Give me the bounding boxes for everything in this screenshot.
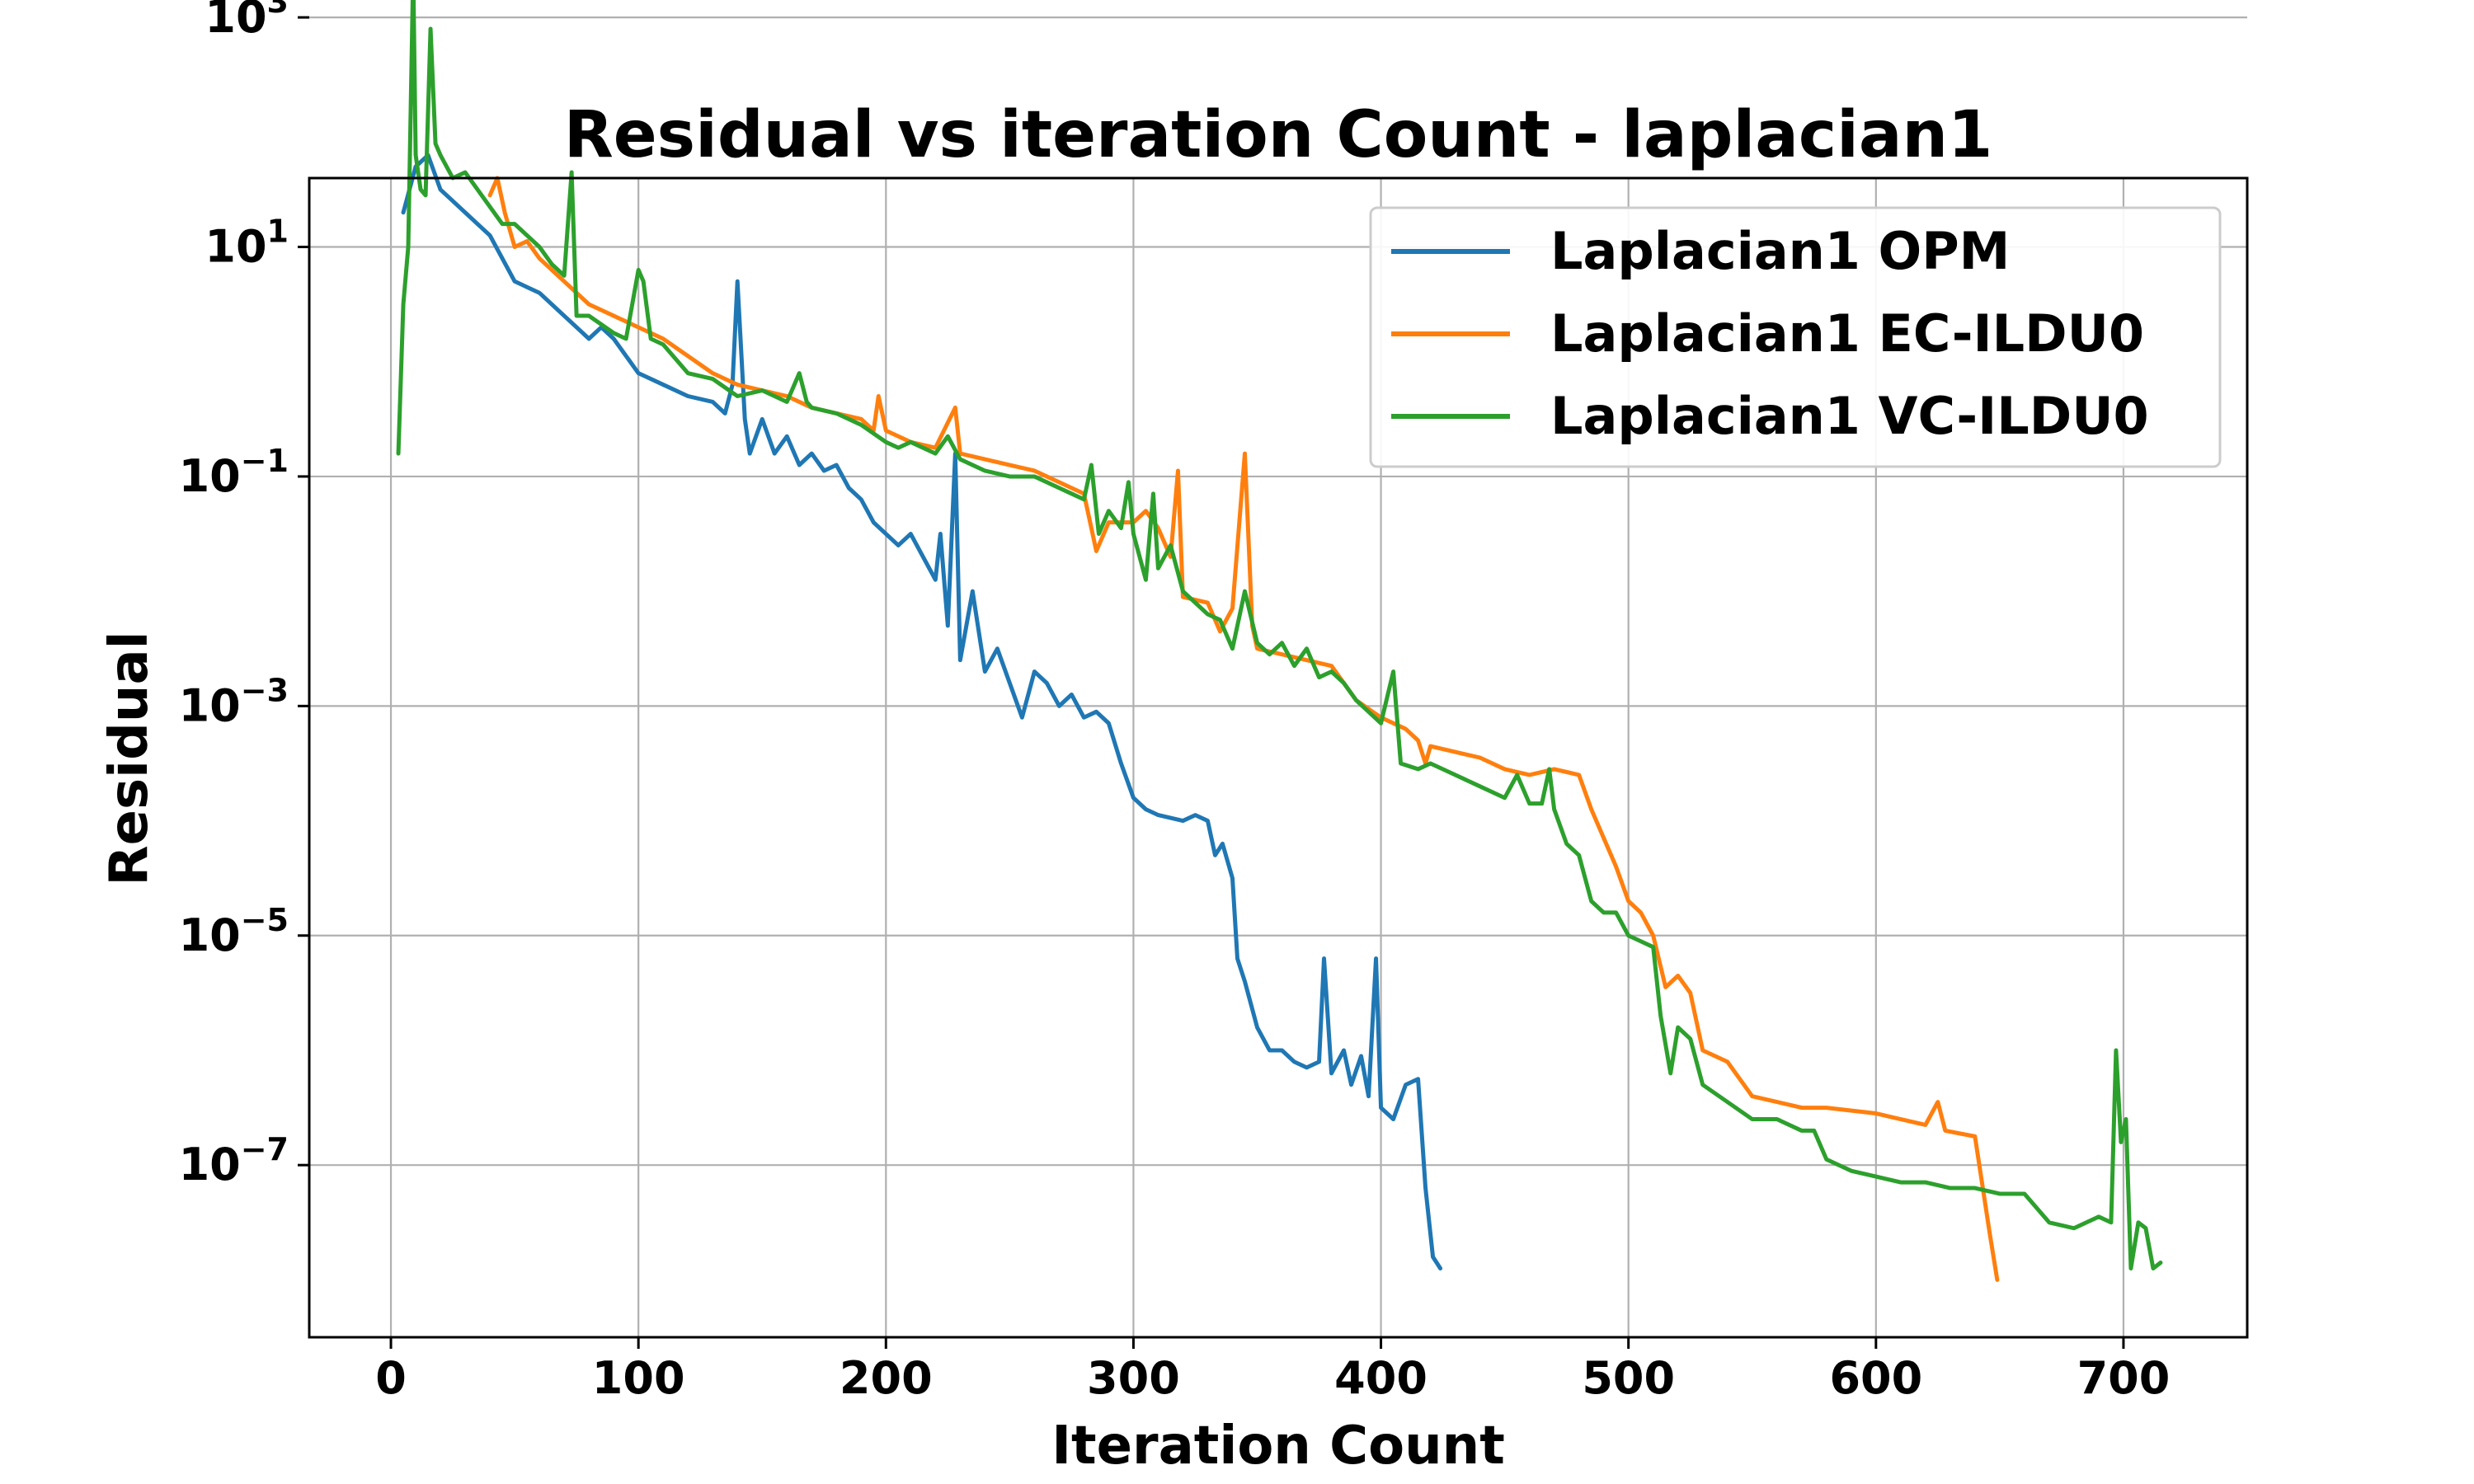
legend-label-ec-ildu0: Laplacian1 EC-ILDU0	[1550, 303, 2144, 364]
x-tick-label: 600	[1829, 1352, 1922, 1404]
legend-label-opm: Laplacian1 OPM	[1550, 221, 2010, 281]
y-tick-label: 101	[205, 214, 289, 273]
series-layer	[396, 0, 2163, 1282]
y-tick-label: 10−1	[179, 443, 289, 502]
y-tick-label: 10−3	[179, 672, 289, 731]
legend-box	[1369, 206, 2222, 468]
series-line-2	[396, 0, 2163, 1270]
legend: Laplacian1 OPM Laplacian1 EC-ILDU0 Lapla…	[1369, 206, 2222, 468]
x-axis-label: Iteration Count	[1051, 1416, 1505, 1477]
plot-frame	[308, 176, 2249, 1339]
x-tick-label: 0	[375, 1352, 407, 1404]
y-axis-label: Residual	[99, 631, 160, 885]
y-tick-label: 10−5	[179, 902, 289, 961]
legend-label-vc-ildu0: Laplacian1 VC-ILDU0	[1550, 386, 2149, 446]
x-tick-label: 100	[592, 1352, 685, 1404]
x-tick-label: 300	[1087, 1352, 1180, 1404]
x-tick-label: 500	[1582, 1352, 1675, 1404]
x-tick-label: 700	[2077, 1352, 2171, 1404]
y-tick-label: 103	[205, 0, 289, 43]
chart-title: Residual vs iteration Count - laplacian1	[564, 98, 1993, 172]
x-tick-label: 400	[1334, 1352, 1427, 1404]
tick-layer: 0 100 200 300 400 500 600 700 10−7 10−5 10−3 10−1 10…	[179, 0, 2171, 1404]
series-line-0	[401, 153, 1443, 1270]
x-tick-label: 200	[840, 1352, 933, 1404]
y-tick-label: 10−7	[179, 1131, 289, 1190]
